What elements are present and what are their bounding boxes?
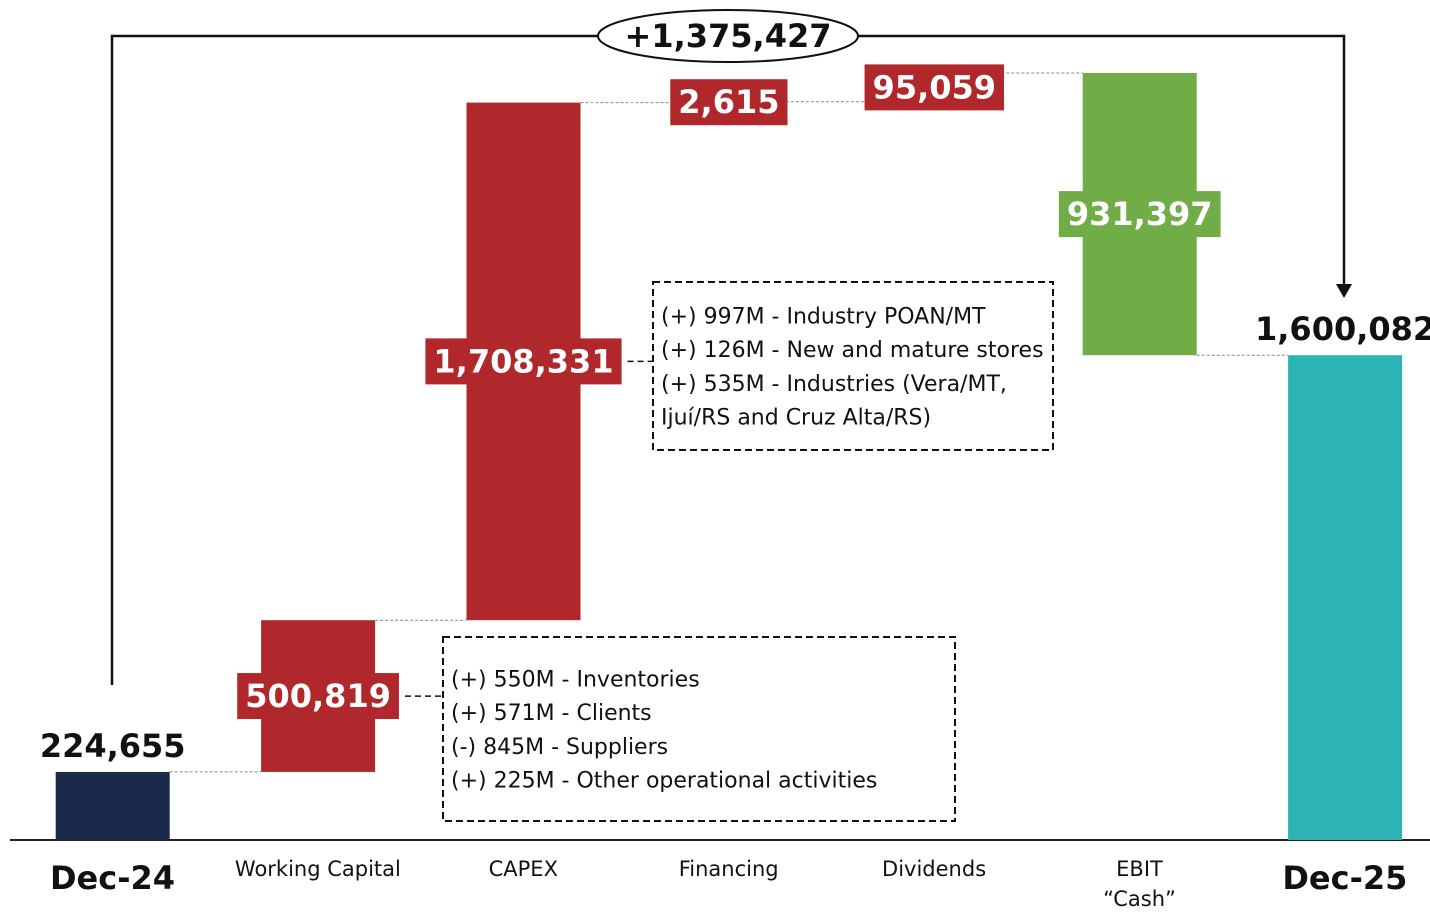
bar bbox=[55, 771, 170, 840]
total-change: +1,375,427 bbox=[625, 17, 832, 55]
x-tick-label: Dividends bbox=[882, 857, 987, 881]
x-tick-label: Dec-25 bbox=[1282, 859, 1408, 897]
value-label: 931,397 bbox=[1067, 195, 1213, 233]
value-label: 1,708,331 bbox=[433, 342, 613, 380]
note-line: (+) 997M - Industry POAN/MT bbox=[661, 305, 986, 330]
value-label: 95,059 bbox=[873, 68, 996, 106]
arrow-head bbox=[1336, 284, 1352, 298]
value-label: 224,655 bbox=[40, 727, 186, 765]
bar bbox=[1288, 355, 1403, 840]
note-line: (+) 550M - Inventories bbox=[451, 668, 700, 693]
x-tick-label: Financing bbox=[678, 857, 779, 881]
x-tick-label: CAPEX bbox=[488, 857, 558, 881]
note-line: (+) 571M - Clients bbox=[451, 701, 652, 726]
note-line: (+) 225M - Other operational activities bbox=[451, 768, 877, 793]
note-box bbox=[442, 636, 956, 822]
value-label: 1,600,082 bbox=[1255, 310, 1430, 348]
note-line: (+) 126M - New and mature stores bbox=[661, 338, 1044, 363]
change-ellipse bbox=[597, 9, 859, 63]
note-line: (-) 845M - Suppliers bbox=[451, 735, 668, 760]
x-tick-label: Dec-24 bbox=[49, 859, 176, 897]
x-tick-label: EBIT “Cash” bbox=[1103, 857, 1176, 911]
note-line: (+) 535M - Industries (Vera/MT, bbox=[661, 372, 1007, 397]
x-tick-label: Working Capital bbox=[234, 857, 401, 881]
value-label-bg bbox=[1058, 191, 1221, 238]
value-label: 500,819 bbox=[245, 677, 391, 715]
value-label-bg bbox=[864, 64, 1005, 111]
value-label: 2,615 bbox=[678, 83, 779, 121]
note-box bbox=[652, 281, 1054, 451]
value-label-bg bbox=[237, 673, 399, 720]
value-label-bg bbox=[425, 338, 622, 385]
note-line: Ijuí/RS and Cruz Alta/RS) bbox=[661, 405, 931, 430]
value-label-bg bbox=[670, 79, 788, 126]
